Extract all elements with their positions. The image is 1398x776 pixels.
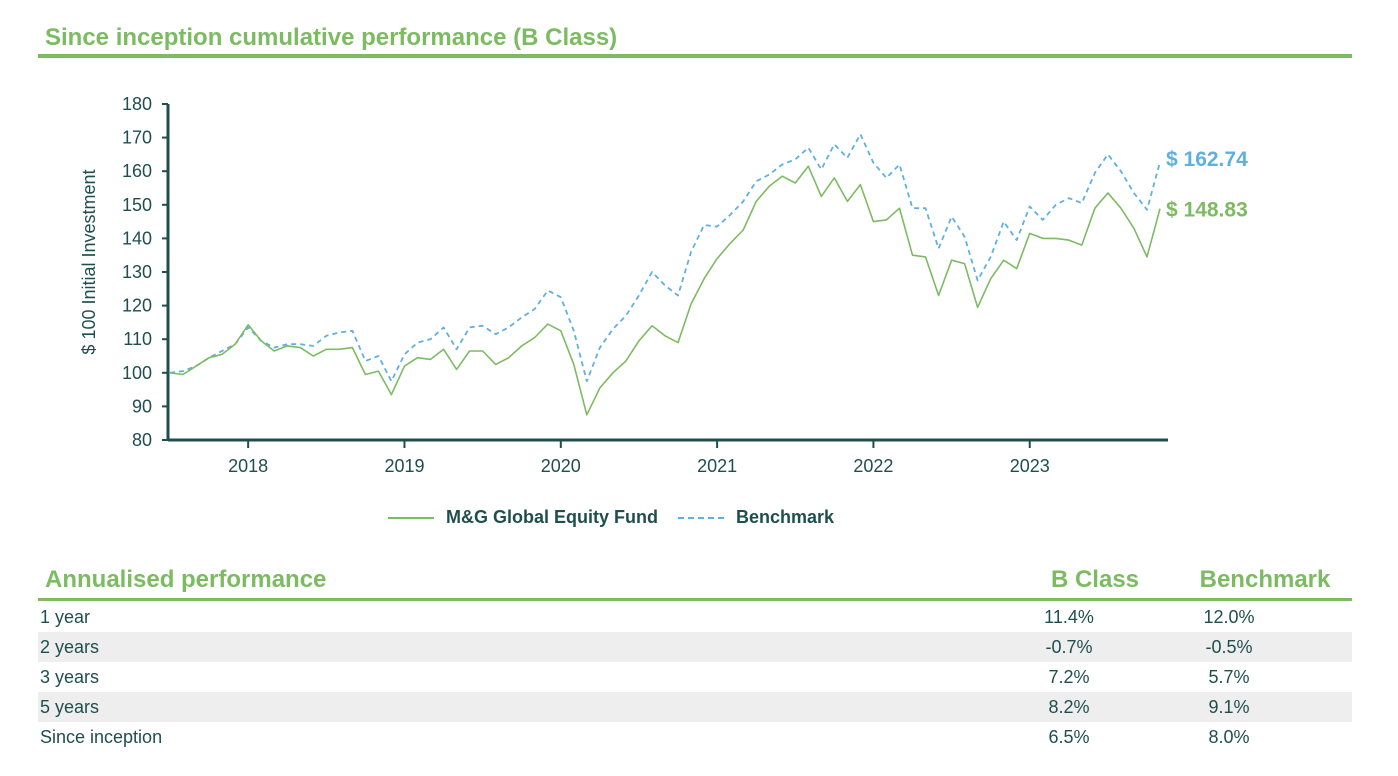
y-tick-label: 90 xyxy=(132,396,152,416)
table-row: 3 years 7.2% 5.7% xyxy=(38,662,1352,692)
period-cell: 3 years xyxy=(40,666,100,687)
x-axis: 2018 2019 2020 2021 2022 2023 xyxy=(168,438,1168,476)
series-lines xyxy=(169,133,1161,416)
x-tick-label: 2020 xyxy=(541,456,581,476)
y-tick-label: 120 xyxy=(122,296,152,316)
fund-end-value-label: $ 148.83 xyxy=(1166,199,1248,222)
legend-label-fund: M&G Global Equity Fund xyxy=(446,507,658,527)
fund-series-line xyxy=(169,165,1161,416)
period-cell: 5 years xyxy=(38,692,989,722)
period-cell: 2 years xyxy=(38,632,989,662)
y-axis-label: $ 100 Initial Investment xyxy=(79,169,99,354)
table-row: 5 years 8.2% 9.1% xyxy=(38,692,1352,722)
legend-label-benchmark: Benchmark xyxy=(735,507,835,527)
y-tick-label: 130 xyxy=(122,262,152,282)
legend-swatch-benchmark xyxy=(677,516,724,519)
benchmark-cell: 9.1% xyxy=(1149,692,1309,722)
cumulative-performance-chart: 80 90 100 110 120 130 140 150 160 170 180 2018 2019… xyxy=(79,94,1248,476)
y-tick-label: 140 xyxy=(122,228,152,248)
b-class-cell: 6.5% xyxy=(1048,726,1090,747)
annualised-table: 1 year 11.4% 12.0% 2 years -0.7% -0.5% 3… xyxy=(38,602,1352,752)
benchmark-cell: -0.5% xyxy=(1149,632,1309,662)
table-row: 1 year 11.4% 12.0% xyxy=(38,602,1352,632)
spacer-cell xyxy=(1309,722,1352,752)
x-tick-label: 2023 xyxy=(1010,456,1050,476)
b-class-cell: 11.4% xyxy=(1044,606,1094,627)
period-cell: Since inception xyxy=(40,726,163,747)
b-class-cell: 8.2% xyxy=(989,692,1149,722)
b-class-cell: 7.2% xyxy=(1048,666,1090,687)
title-rule xyxy=(38,54,1352,58)
x-tick-label: 2021 xyxy=(697,456,737,476)
chart-legend: M&G Global Equity Fund Benchmark xyxy=(388,507,834,528)
y-tick-label: 110 xyxy=(123,329,152,349)
y-tick-label: 100 xyxy=(122,363,152,383)
spacer-cell xyxy=(1309,632,1352,662)
col-header-b-class: B Class xyxy=(1050,566,1140,593)
table-row: Since inception 6.5% 8.0% xyxy=(38,722,1352,752)
table-rule xyxy=(38,598,1352,601)
benchmark-cell: 12.0% xyxy=(1203,606,1255,627)
y-axis: 80 90 100 110 120 130 140 150 160 170 180 xyxy=(122,94,170,450)
page-title: Since inception cumulative performance (… xyxy=(45,24,618,51)
x-tick-label: 2018 xyxy=(228,456,268,476)
spacer-cell xyxy=(1309,692,1352,722)
annualised-title: Annualised performance xyxy=(45,566,327,593)
benchmark-series-line xyxy=(169,133,1161,383)
spacer-cell xyxy=(1309,602,1352,632)
benchmark-end-value-label: $ 162.74 xyxy=(1166,148,1248,171)
table-row: 2 years -0.7% -0.5% xyxy=(38,632,1352,662)
b-class-cell: -0.7% xyxy=(989,632,1149,662)
y-tick-label: 180 xyxy=(122,94,152,114)
benchmark-cell: 8.0% xyxy=(1208,726,1250,747)
y-tick-label: 170 xyxy=(122,128,152,148)
y-tick-label: 160 xyxy=(122,161,152,181)
y-tick-label: 150 xyxy=(122,195,152,215)
x-tick-label: 2019 xyxy=(384,456,424,476)
spacer-cell xyxy=(1309,662,1352,692)
x-tick-label: 2022 xyxy=(853,456,893,476)
col-header-benchmark: Benchmark xyxy=(1199,566,1331,593)
benchmark-cell: 5.7% xyxy=(1208,666,1250,687)
end-labels: $ 148.83 $ 162.74 xyxy=(1166,148,1248,222)
y-tick-label: 80 xyxy=(132,430,152,450)
period-cell: 1 year xyxy=(40,606,91,627)
legend-swatch-fund xyxy=(388,516,434,519)
